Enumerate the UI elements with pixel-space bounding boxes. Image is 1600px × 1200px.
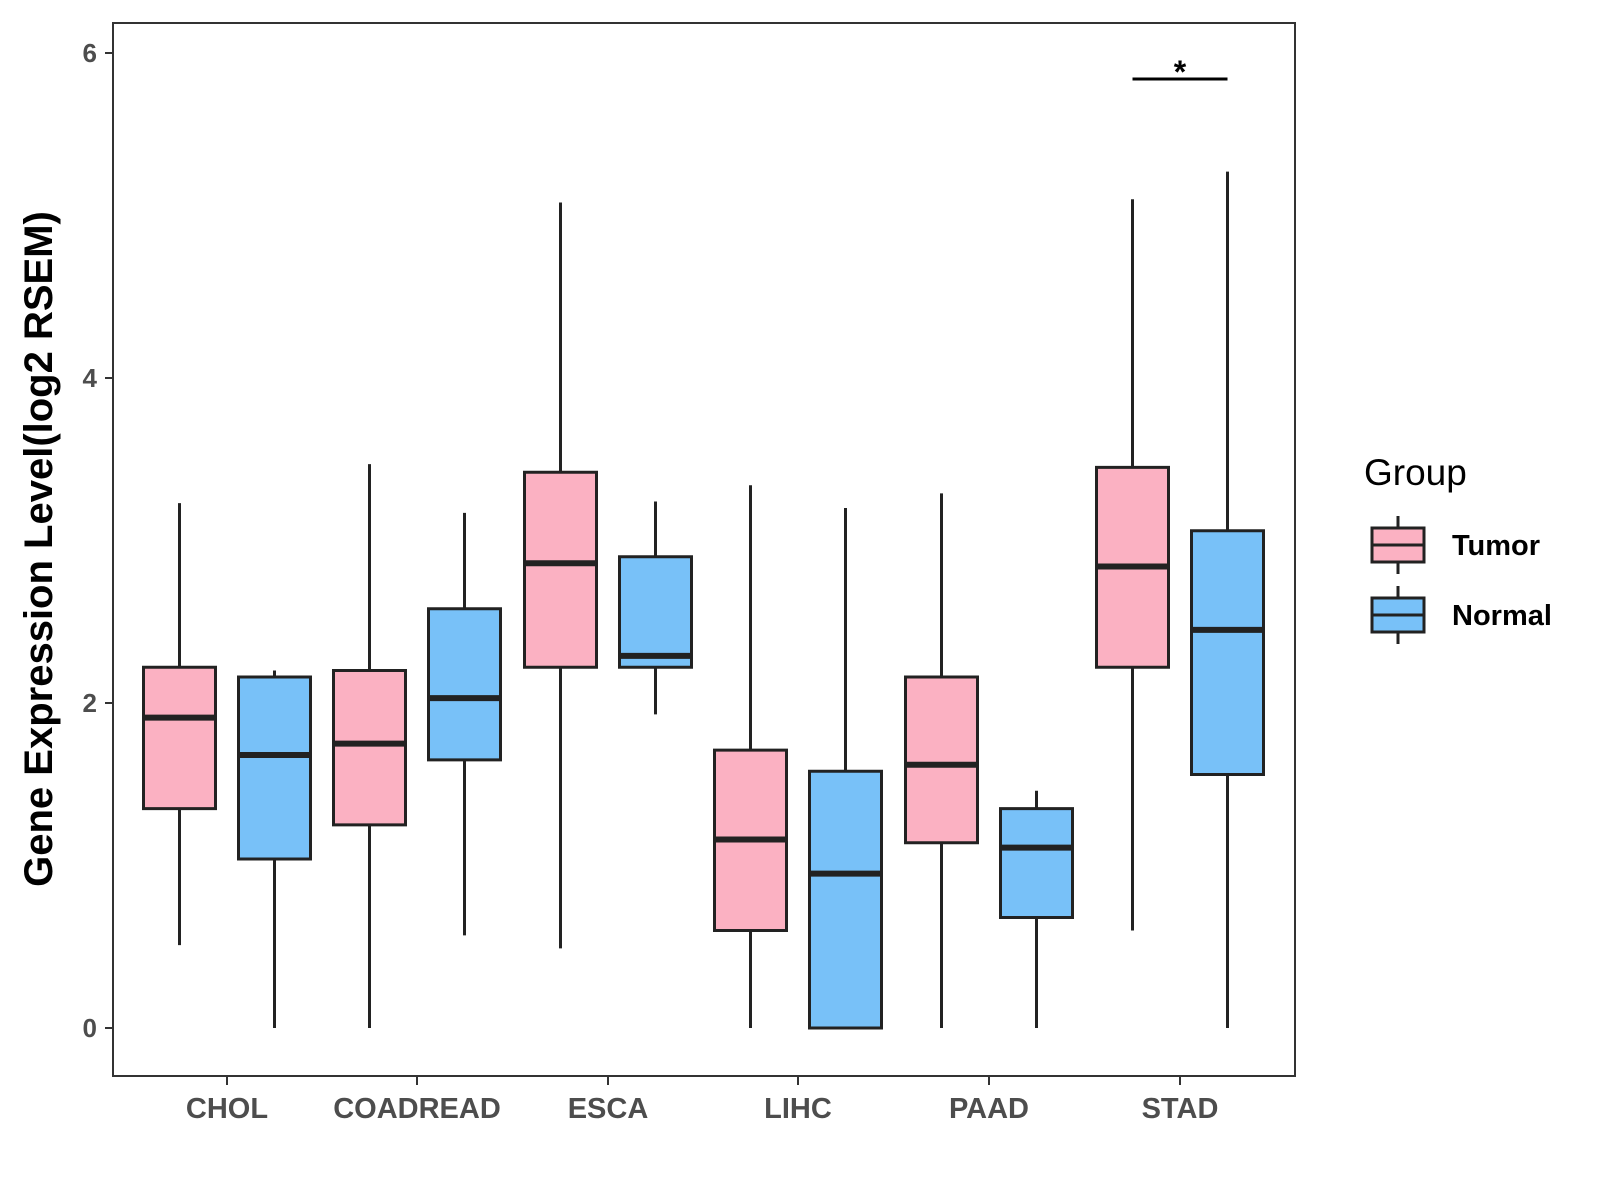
box-chol-normal <box>237 670 312 1028</box>
x-tick-label: PAAD <box>949 1093 1029 1125</box>
box-body <box>142 665 217 811</box>
y-tick-label: 2 <box>83 688 97 718</box>
box-body <box>618 555 693 669</box>
box-chol-tumor <box>142 503 217 946</box>
x-tick-label: LIHC <box>764 1093 832 1125</box>
box-paad-normal <box>999 790 1074 1028</box>
box-stad-tumor <box>1095 199 1170 931</box>
legend-item-tumor: Tumor <box>1370 516 1540 574</box>
box-stad-normal <box>1190 171 1265 1028</box>
y-axis: 0 2 4 6 <box>83 38 113 1043</box>
box-lihc-normal <box>808 508 883 1030</box>
box-lihc-tumor <box>713 485 788 1028</box>
y-tick-label: 0 <box>83 1013 97 1043</box>
box-body <box>332 669 407 827</box>
box-body <box>904 675 979 845</box>
box-body <box>523 470 598 669</box>
legend-item-normal: Normal <box>1370 586 1552 644</box>
box-body <box>427 607 502 762</box>
box-esca-tumor <box>523 202 598 949</box>
x-tick-label: STAD <box>1142 1093 1219 1125</box>
significance-label: * <box>1174 54 1187 90</box>
y-tick-label: 4 <box>83 363 98 393</box>
x-tick-label: CHOL <box>186 1093 268 1125</box>
legend: Tumor Normal <box>1370 516 1552 644</box>
legend-title: Group <box>1364 452 1467 493</box>
box-body <box>999 807 1074 919</box>
x-axis: CHOL COADREAD ESCA LIHC PAAD STAD <box>186 1076 1218 1125</box>
box-body <box>808 769 883 1030</box>
legend-label: Normal <box>1452 600 1552 632</box>
box-coadread-normal <box>427 512 502 936</box>
box-series-layer <box>142 171 1265 1030</box>
box-esca-normal <box>618 501 693 715</box>
annotation-layer: * <box>1132 54 1228 90</box>
x-tick-label: ESCA <box>568 1093 649 1125</box>
box-body <box>237 675 312 861</box>
y-axis-title: Gene Expression Level(log2 RSEM) <box>17 211 61 887</box>
y-tick-label: 6 <box>83 38 97 68</box>
box-body <box>1190 529 1265 776</box>
x-tick-label: COADREAD <box>333 1093 501 1125</box>
box-coadread-tumor <box>332 464 407 1028</box>
legend-label: Tumor <box>1452 530 1540 562</box>
box-paad-tumor <box>904 493 979 1028</box>
